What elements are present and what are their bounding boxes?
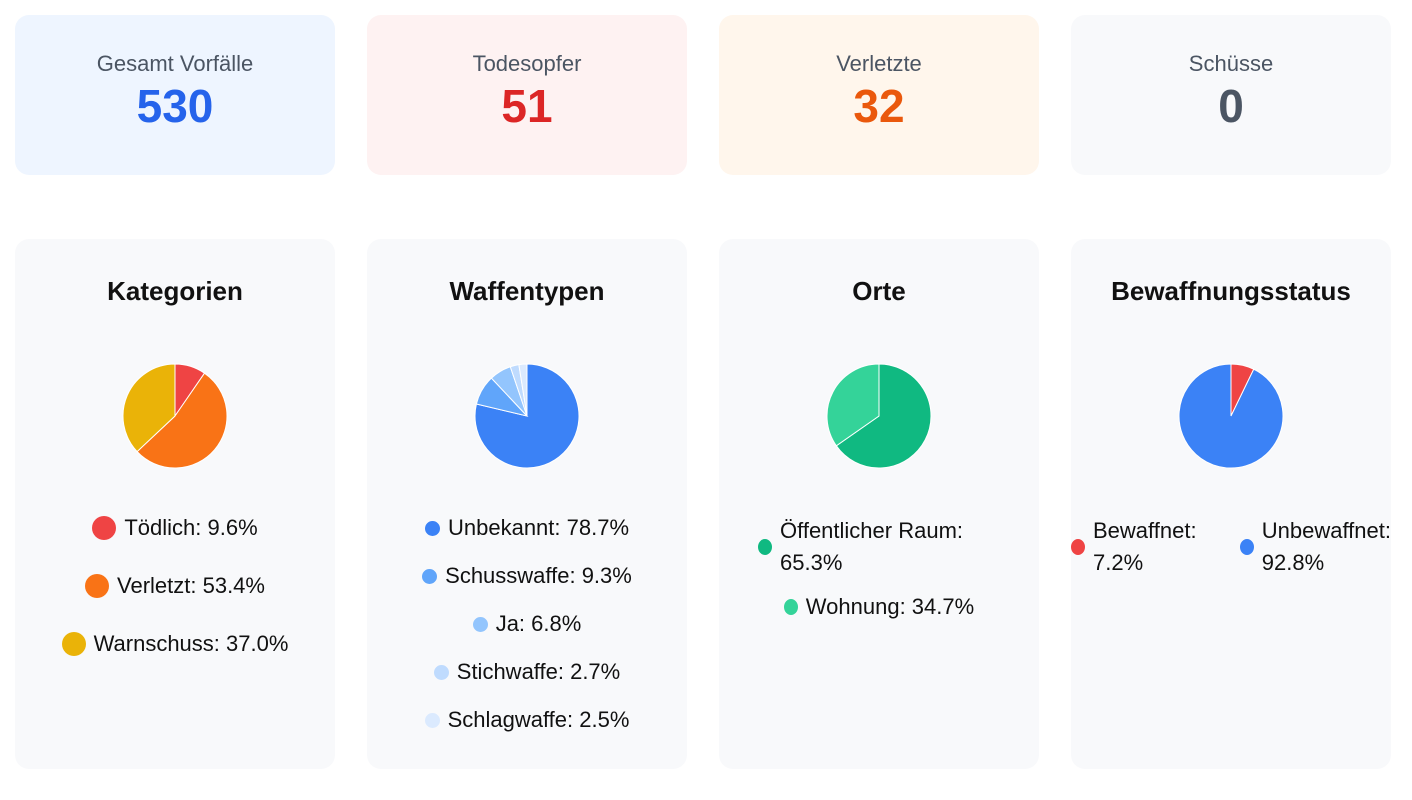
legend-label: Tödlich: 9.6% [124,515,258,540]
chart-legend: Unbekannt: 78.7% Schusswaffe: 9.3% Ja: 6.8… [367,515,687,733]
pie-slice-warnschuss[interactable] [122,363,176,453]
legend-item[interactable]: Verletzt: 53.4% [85,573,265,599]
chart-legend: Bewaffnet: 7.2% Unbewaffnet: 92.8% [1071,515,1391,579]
legend-dot-icon [783,599,798,615]
legend-item[interactable]: Bewaffnet: 7.2% [1071,515,1216,579]
stat-value: 51 [501,80,553,132]
stat-label: Verletzte [836,51,922,76]
pie-slice-verletzt[interactable] [136,372,228,469]
chart-legend: Tödlich: 9.6% Verletzt: 53.4% Warnschuss: … [15,515,335,657]
chart-title: Waffentypen [449,276,605,306]
stat-value: 32 [853,80,905,132]
legend-item[interactable]: Ja: 6.8% [472,611,582,637]
pie-chart [1178,363,1284,469]
chart-card-categories: Kategorien Tödlich: 9.6% Verletzt: 53.4% Wa… [15,239,335,769]
pie-slice-wohnung[interactable] [826,363,880,447]
legend-item[interactable]: Unbekannt: 78.7% [424,515,630,541]
legend-dot-icon [433,664,449,680]
legend-item[interactable]: Wohnung: 34.7% [783,591,975,623]
chart-title: Bewaffnungsstatus [1111,276,1351,306]
stat-card-deaths: Todesopfer 51 [367,15,687,175]
legend-label: Bewaffnet: 7.2% [1093,518,1197,575]
chart-legend: Öffentlicher Raum: 65.3% Wohnung: 34.7% [719,515,1039,623]
legend-label: Wohnung: 34.7% [805,594,975,619]
chart-card-armed-status: Bewaffnungsstatus Bewaffnet: 7.2% Unbewaff… [1071,239,1391,769]
legend-dot-icon [422,568,438,584]
legend-label: Warnschuss: 37.0% [93,631,289,656]
stat-label: Gesamt Vorfälle [96,51,254,76]
stat-value: 530 [136,80,214,132]
legend-item[interactable]: Öffentlicher Raum: 65.3% [758,515,1000,579]
legend-dot-icon [61,632,86,656]
legend-label: Schlagwaffe: 2.5% [447,707,630,732]
pie-chart [826,363,932,469]
legend-label: Ja: 6.8% [495,611,582,636]
legend-dot-icon [424,712,440,728]
legend-item[interactable]: Warnschuss: 37.0% [61,631,289,657]
legend-dot-icon [92,516,117,540]
legend-label: Öffentlicher Raum: 65.3% [780,518,964,575]
chart-title: Kategorien [107,276,243,306]
chart-card-locations: Orte Öffentlicher Raum: 65.3% Wohnung: 34.… [719,239,1039,769]
stat-card-incidents: Gesamt Vorfälle 530 [15,15,335,175]
legend-label: Schusswaffe: 9.3% [445,563,632,588]
legend-item[interactable]: Stichwaffe: 2.7% [433,659,621,685]
legend-dot-icon [758,539,772,555]
pie-slice-unbekannt[interactable] [474,363,580,469]
legend-label: Unbewaffnet: 92.8% [1261,518,1391,575]
legend-dot-icon [1239,539,1254,555]
legend-dot-icon [424,520,440,536]
pie-slice-schlagwaffe[interactable] [518,363,528,417]
stat-value: 0 [1218,80,1244,132]
pie-chart [474,363,580,469]
pie-chart [122,363,228,469]
pie-slice-öffentlicher-raum[interactable] [835,363,932,469]
chart-title: Orte [852,276,906,306]
stat-label: Schüsse [1188,51,1274,76]
legend-item[interactable]: Schusswaffe: 9.3% [422,563,632,589]
legend-dot-icon [1071,539,1085,555]
legend-item[interactable]: Tödlich: 9.6% [92,515,258,541]
stat-label: Todesopfer [472,51,582,76]
legend-dot-icon [472,616,488,632]
legend-label: Verletzt: 53.4% [117,573,265,598]
legend-label: Unbekannt: 78.7% [447,515,630,540]
legend-item[interactable]: Unbewaffnet: 92.8% [1239,515,1391,579]
legend-label: Stichwaffe: 2.7% [456,659,621,684]
pie-slice-unbewaffnet[interactable] [1178,363,1284,469]
stat-card-injured: Verletzte 32 [719,15,1039,175]
stat-card-shots: Schüsse 0 [1071,15,1391,175]
legend-item[interactable]: Schlagwaffe: 2.5% [424,707,630,733]
legend-dot-icon [85,574,109,598]
chart-card-weapon-types: Waffentypen Unbekannt: 78.7% Schusswaffe: … [367,239,687,769]
